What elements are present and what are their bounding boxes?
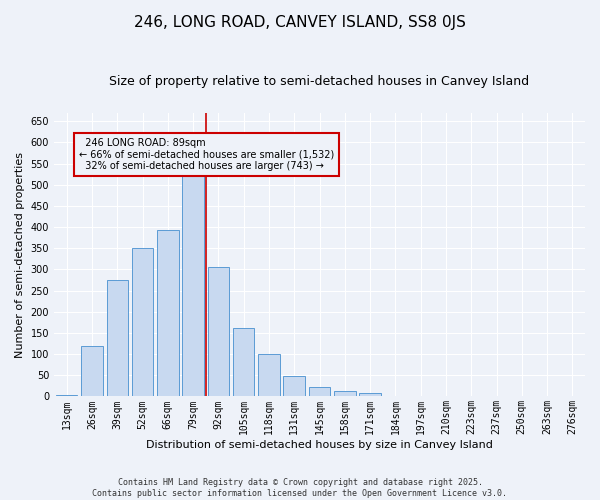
Bar: [233, 328, 254, 396]
Bar: [208, 268, 229, 396]
Bar: [132, 248, 153, 396]
Bar: [258, 354, 280, 397]
Text: 246, LONG ROAD, CANVEY ISLAND, SS8 0JS: 246, LONG ROAD, CANVEY ISLAND, SS8 0JS: [134, 15, 466, 30]
X-axis label: Distribution of semi-detached houses by size in Canvey Island: Distribution of semi-detached houses by …: [146, 440, 493, 450]
Text: 246 LONG ROAD: 89sqm
← 66% of semi-detached houses are smaller (1,532)
  32% of : 246 LONG ROAD: 89sqm ← 66% of semi-detac…: [79, 138, 335, 172]
Bar: [283, 376, 305, 396]
Bar: [182, 176, 204, 396]
Bar: [309, 387, 330, 396]
Bar: [81, 346, 103, 397]
Bar: [56, 395, 77, 396]
Text: Contains HM Land Registry data © Crown copyright and database right 2025.
Contai: Contains HM Land Registry data © Crown c…: [92, 478, 508, 498]
Bar: [157, 230, 179, 396]
Title: Size of property relative to semi-detached houses in Canvey Island: Size of property relative to semi-detach…: [109, 75, 530, 88]
Bar: [359, 394, 381, 396]
Bar: [107, 280, 128, 396]
Y-axis label: Number of semi-detached properties: Number of semi-detached properties: [15, 152, 25, 358]
Bar: [334, 392, 356, 396]
